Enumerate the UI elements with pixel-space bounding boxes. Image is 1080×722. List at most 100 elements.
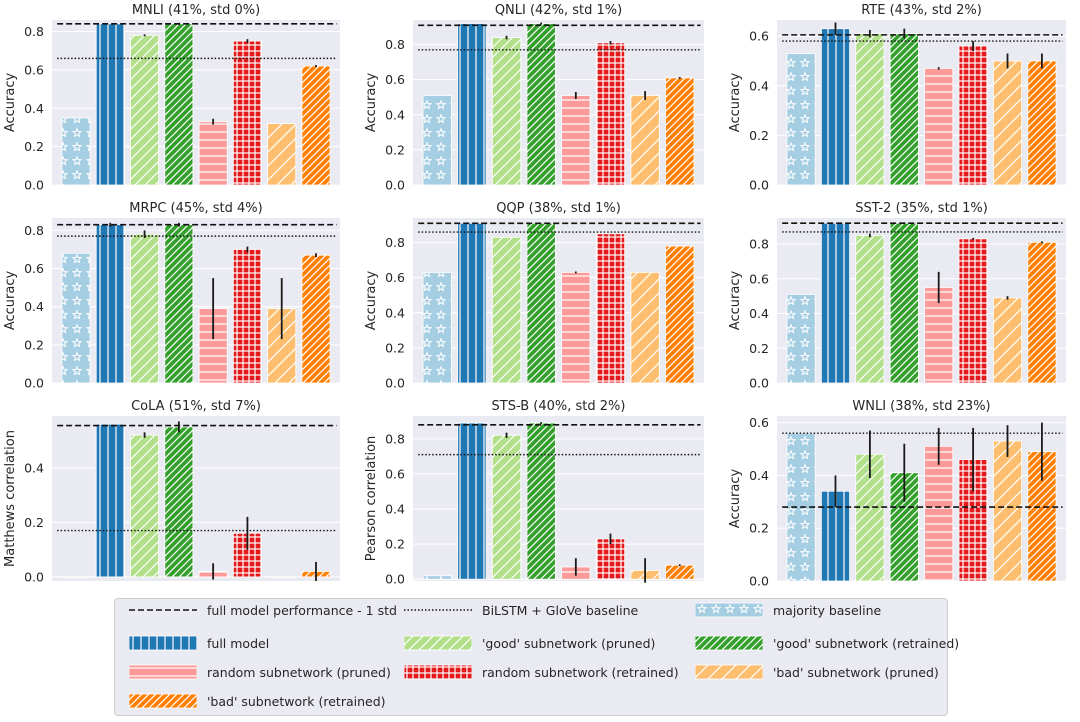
- bar-good-subnetwork-pruned: [130, 34, 160, 186]
- y-axis-label: Accuracy: [728, 271, 743, 331]
- y-tick-label: 0.2: [749, 521, 769, 536]
- bar-good-subnetwork-pruned: [130, 434, 160, 578]
- y-tick-label: 0.0: [24, 376, 44, 391]
- bar-full-model: [95, 423, 125, 578]
- figure: 0.0 0.2 0.4 0.6 0.8 MNLI (41%, std 0%) Accurac…: [3, 3, 1066, 589]
- bar-random-subnetwork-retrained: [232, 249, 262, 384]
- bar-good-subnetwork-retrained: [889, 222, 919, 384]
- bar-random-subnetwork-retrained: [595, 233, 626, 384]
- legend-label: majority baseline: [773, 602, 882, 618]
- y-axis-label: Accuracy: [728, 469, 743, 529]
- bar-good-subnetwork-retrained: [164, 224, 194, 384]
- legend-item: 'bad' subnetwork (pruned): [695, 661, 939, 683]
- y-tick-label: 0.0: [749, 178, 769, 193]
- plot-area: [52, 416, 340, 581]
- bar-bad-subnetwork-pruned: [267, 123, 297, 186]
- legend-item: random subnetwork (retrained): [404, 661, 679, 683]
- legend-swatch: [129, 609, 197, 611]
- legend-label: 'good' subnetwork (retrained): [773, 635, 960, 651]
- bar-full-model: [457, 23, 487, 186]
- y-tick-label: 0.8: [24, 24, 44, 39]
- legend-label: full model: [207, 635, 270, 651]
- bar-bad-subnetwork-retrained: [1027, 60, 1057, 186]
- y-tick-label: 0.4: [385, 107, 405, 122]
- panel-title: STS-B (40%, std 2%): [492, 399, 626, 414]
- bar-random-subnetwork-pruned: [561, 95, 591, 186]
- legend-label: 'good' subnetwork (pruned): [482, 635, 656, 651]
- y-axis-label: Accuracy: [3, 73, 18, 133]
- y-tick-label: 0.6: [385, 72, 405, 87]
- y-axis-label: Accuracy: [364, 271, 379, 331]
- bar-good-subnetwork-retrained: [164, 426, 194, 578]
- y-tick-label: 0.0: [385, 178, 405, 193]
- bar-random-subnetwork-retrained: [232, 40, 262, 186]
- plot-area: [52, 20, 340, 185]
- bar-bad-subnetwork-pruned: [267, 576, 297, 578]
- bar-bad-subnetwork-retrained: [1027, 241, 1057, 384]
- y-tick-label: 0.2: [385, 142, 405, 157]
- legend-swatch: [404, 635, 472, 651]
- y-tick-label: 0.2: [385, 537, 405, 552]
- y-tick-label: 0.8: [24, 223, 44, 238]
- bar-bad-subnetwork-retrained: [301, 65, 331, 186]
- y-tick-label: 0.2: [385, 340, 405, 355]
- panel-title: SST-2 (35%, std 1%): [855, 201, 988, 216]
- bar-good-subnetwork-pruned: [491, 37, 522, 186]
- y-tick-label: 0.2: [24, 515, 44, 530]
- bar-full-model: [95, 23, 125, 186]
- bar-bad-subnetwork-retrained: [665, 77, 695, 186]
- bar-random-subnetwork-retrained: [595, 42, 626, 186]
- bar-good-subnetwork-pruned: [130, 233, 160, 384]
- bar-full-model: [820, 222, 850, 384]
- bar-bad-subnetwork-retrained: [301, 254, 331, 384]
- bar-random-subnetwork-retrained: [595, 538, 626, 580]
- y-tick-label: 0.8: [749, 237, 769, 252]
- legend-item: full model: [129, 632, 269, 654]
- bar-random-subnetwork-pruned: [924, 287, 954, 384]
- bar-full-model: [457, 222, 487, 384]
- y-tick-label: 0.0: [24, 569, 44, 584]
- bar-bad-subnetwork-retrained: [665, 245, 695, 384]
- y-tick-label: 0.4: [749, 78, 769, 93]
- bar-good-subnetwork-pruned: [491, 434, 522, 580]
- y-axis-label: Accuracy: [728, 73, 743, 133]
- y-tick-label: 0.0: [749, 574, 769, 589]
- bar-good-subnetwork-pruned: [855, 33, 885, 186]
- legend-swatch: [129, 664, 197, 680]
- legend-swatch: [404, 664, 472, 680]
- panel-title: CoLA (51%, std 7%): [131, 399, 261, 414]
- bar-good-subnetwork-retrained: [526, 23, 556, 186]
- bar-majority-baseline: [422, 95, 452, 186]
- legend-label: random subnetwork (retrained): [482, 664, 679, 680]
- bar-majority-baseline: [61, 576, 91, 578]
- y-tick-label: 0.4: [749, 468, 769, 483]
- bar-good-subnetwork-retrained: [526, 422, 556, 580]
- legend-label: 'bad' subnetwork (pruned): [773, 664, 939, 680]
- plot-area: [777, 20, 1066, 185]
- legend-item: 'bad' subnetwork (retrained): [129, 690, 386, 712]
- panel-mrpc: 0.0 0.2 0.4 0.6 0.8 MRPC (45%, std 4%) Accurac…: [3, 201, 340, 391]
- bar-bad-subnetwork-retrained: [665, 564, 695, 580]
- bar-bad-subnetwork-pruned: [993, 297, 1023, 384]
- legend-item: random subnetwork (pruned): [129, 661, 391, 683]
- y-tick-label: 0.4: [24, 460, 44, 475]
- bar-random-subnetwork-pruned: [561, 272, 591, 384]
- y-tick-label: 0.6: [385, 466, 405, 481]
- panel-qnli: 0.0 0.2 0.4 0.6 0.8 QNLI (42%, std 1%) Accurac…: [364, 3, 704, 193]
- y-tick-label: 0.4: [24, 101, 44, 116]
- panel-title: QNLI (42%, std 1%): [495, 3, 622, 18]
- y-tick-label: 0.8: [385, 431, 405, 446]
- panel-rte: 0.0 0.2 0.4 0.6 RTE (43%, std 2%) Accuracy: [728, 3, 1066, 193]
- y-tick-label: 0.6: [24, 261, 44, 276]
- y-tick-label: 0.0: [385, 376, 405, 391]
- panel-cola: 0.0 0.2 0.4 CoLA (51%, std 7%) Matthews corr…: [3, 399, 340, 584]
- legend-label: random subnetwork (pruned): [207, 664, 391, 680]
- bar-majority-baseline: [786, 53, 816, 186]
- bar-majority-baseline: [422, 575, 452, 580]
- bar-majority-baseline: [786, 294, 816, 384]
- panel-title: MNLI (41%, std 0%): [132, 3, 260, 18]
- legend-swatch: [695, 602, 763, 618]
- bar-random-subnetwork-pruned: [198, 121, 228, 186]
- y-tick-label: 0.8: [385, 37, 405, 52]
- y-tick-label: 0.6: [24, 62, 44, 77]
